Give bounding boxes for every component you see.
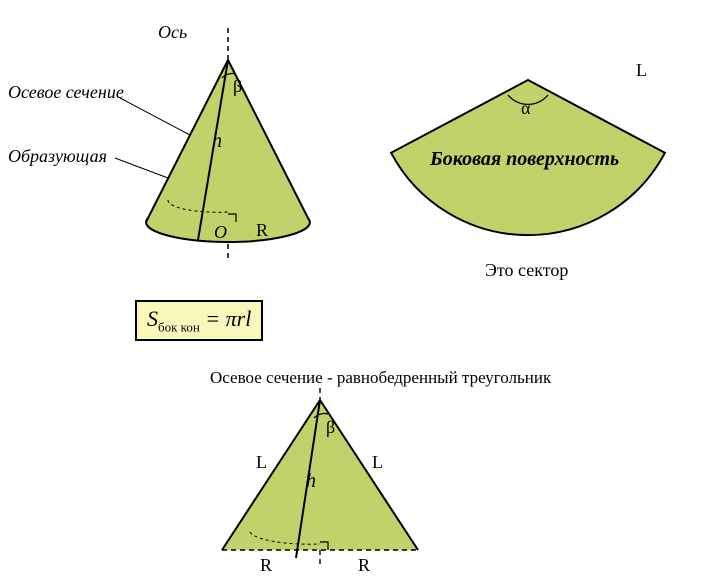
cone-h: h [212,130,222,153]
triangle-R-left: R [260,555,272,576]
cone-beta: β [233,76,242,97]
axial-section-label: Осевое сечение [8,82,124,103]
axis-label: Ось [158,22,187,43]
triangle-beta: β [326,417,335,438]
triangle-diagram [222,388,418,565]
triangle-L-right: L [372,452,383,473]
triangle-h: h [306,470,316,493]
sector-title: Боковая поверхность [430,148,619,171]
formula-sub: бок кон [158,319,200,334]
cone-R: R [256,220,268,241]
triangle-L-left: L [256,452,267,473]
formula-S: S [147,306,158,331]
callout-axial-section [120,98,190,135]
sector-alpha: α [521,98,530,119]
generatrix-label: Образующая [8,146,107,167]
sector-L: L [636,60,647,81]
triangle-R-right: R [358,555,370,576]
formula-eq: = π [200,306,237,331]
callout-generatrix [115,158,168,178]
triangle-fill [222,400,418,550]
cone-O: O [214,222,227,243]
triangle-caption: Осевое сечение - равнобедренный треуголь… [210,368,551,388]
cone-lateral-fill [146,60,310,242]
formula-rl: rl [237,306,252,331]
formula-box: Sбок кон = πrl [135,300,263,341]
sector-caption: Это сектор [485,260,568,281]
